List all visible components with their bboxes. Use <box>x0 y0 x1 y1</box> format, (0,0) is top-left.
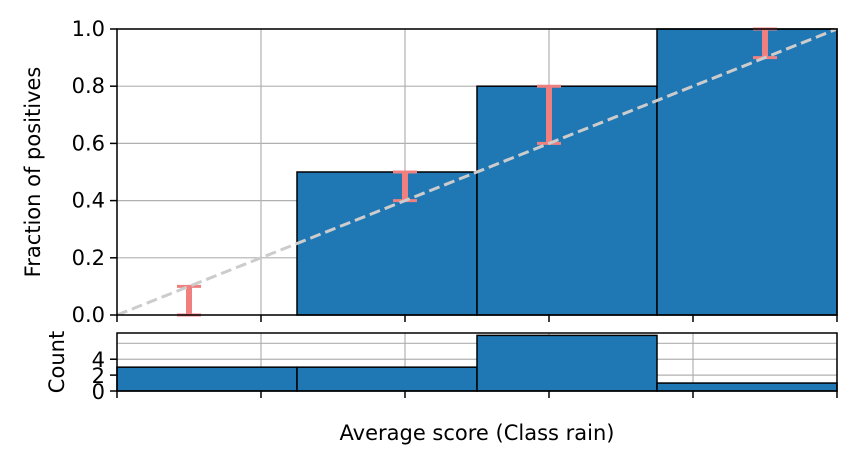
y-tick-label: 0 <box>92 380 105 404</box>
y-tick-label: 0.8 <box>72 74 105 98</box>
x-axis-label: Average score (Class rain) <box>340 421 615 445</box>
y-tick-label: 1.0 <box>72 17 105 41</box>
top-y-axis-label: Fraction of positives <box>21 67 45 278</box>
calibration-bar <box>296 171 478 316</box>
bottom-x-ticks <box>116 391 838 398</box>
top-x-ticks <box>116 315 838 322</box>
top-y-ticks: 0.0 0.2 0.4 0.6 0.8 1.0 <box>72 17 117 327</box>
count-bar <box>476 334 658 392</box>
bottom-y-ticks: 024 <box>92 348 117 404</box>
y-tick-label: 0.2 <box>72 246 105 270</box>
y-tick-label: 2 <box>92 364 105 388</box>
count-bar <box>296 366 478 392</box>
calibration-bar <box>476 85 658 316</box>
top-bars <box>296 28 838 316</box>
y-tick-label: 0.0 <box>72 303 105 327</box>
bottom-plot-frame <box>116 332 838 392</box>
y-tick-label: 0.6 <box>72 131 105 155</box>
count-bar <box>116 366 298 392</box>
top-plot-frame <box>116 28 838 316</box>
y-tick-label: 0.4 <box>72 189 105 213</box>
bottom-y-axis-label: Count <box>45 331 69 393</box>
bottom-bars <box>116 334 838 392</box>
count-bar <box>656 382 838 392</box>
calibration-bar <box>656 28 838 316</box>
perfect-calibration-line <box>116 27 838 317</box>
y-tick-label: 4 <box>92 348 105 372</box>
